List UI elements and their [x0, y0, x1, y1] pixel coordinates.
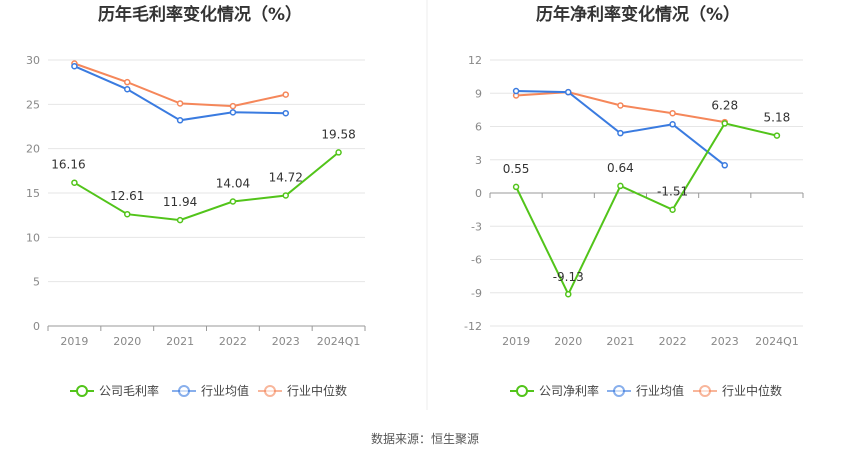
- legend-label: 行业均值: [201, 383, 249, 398]
- data-point: [512, 183, 520, 191]
- source-note: 数据来源：恒生聚源: [371, 431, 479, 446]
- data-point: [669, 206, 676, 213]
- x-tick-label: 2024Q1: [755, 335, 799, 348]
- data-label: 12.61: [110, 189, 144, 203]
- y-tick-label: -6: [471, 254, 482, 267]
- y-tick-label: 0: [475, 187, 482, 200]
- legend-marker: [613, 385, 625, 397]
- x-tick-label: 2023: [711, 335, 739, 348]
- y-tick-label: 6: [475, 121, 482, 134]
- legend-label: 公司净利率: [539, 383, 599, 398]
- legend-label: 公司毛利率: [99, 383, 159, 398]
- y-tick-label: -12: [464, 320, 482, 333]
- series-line: [74, 62, 287, 108]
- y-tick-label: 0: [33, 320, 40, 333]
- data-point: [176, 216, 184, 224]
- data-point: [335, 149, 342, 156]
- series-line: [73, 151, 340, 222]
- legend-marker: [178, 385, 190, 397]
- legend-label: 行业均值: [636, 383, 684, 398]
- data-point: [124, 86, 131, 93]
- y-tick-label: 9: [475, 87, 482, 100]
- y-tick-label: 5: [33, 276, 40, 289]
- legend-label: 行业中位数: [722, 383, 782, 398]
- data-label: 14.72: [269, 170, 303, 184]
- series-line: [516, 90, 726, 167]
- data-point: [229, 102, 237, 110]
- x-tick-label: 2019: [60, 335, 88, 348]
- data-point: [282, 192, 289, 199]
- x-tick-label: 2020: [554, 335, 582, 348]
- legend-marker: [516, 385, 528, 397]
- y-tick-label: -3: [471, 220, 482, 233]
- y-tick-label: 12: [468, 54, 482, 67]
- data-label: 0.64: [607, 161, 634, 175]
- chart-title: 历年净利率变化情况（%）: [536, 4, 740, 25]
- series-line: [515, 122, 778, 297]
- data-label: 11.94: [163, 195, 197, 209]
- net-margin-chart: 历年净利率变化情况（%） -12 -9 -6 -3 0 3 6 9 12 2019 2020 2021 2…: [464, 4, 804, 398]
- data-label: 6.28: [711, 98, 738, 112]
- x-tick-label: 2022: [219, 335, 247, 348]
- chart-title: 历年毛利率变化情况（%）: [98, 4, 302, 25]
- x-tick-label: 2021: [606, 335, 634, 348]
- data-point: [721, 120, 728, 127]
- data-point: [229, 198, 237, 205]
- x-tick-label: 2022: [659, 335, 687, 348]
- data-point: [282, 91, 289, 98]
- data-label: 14.04: [216, 177, 250, 191]
- data-point: [229, 109, 237, 116]
- data-point: [71, 62, 78, 70]
- legend-marker: [264, 385, 276, 397]
- data-label: 16.16: [51, 158, 85, 172]
- legend-label: 行业中位数: [287, 383, 347, 398]
- data-point: [176, 117, 184, 124]
- data-point: [512, 87, 520, 95]
- data-label: -1.51: [657, 185, 688, 199]
- x-tick-label: 2024Q1: [317, 335, 361, 348]
- data-point: [282, 109, 289, 117]
- data-point: [617, 102, 624, 109]
- y-tick-label: 10: [26, 231, 40, 244]
- data-label: 19.58: [321, 127, 355, 141]
- data-point: [617, 129, 624, 137]
- data-label: 0.55: [503, 162, 530, 176]
- data-label: 5.18: [764, 111, 791, 125]
- data-point: [176, 100, 184, 107]
- data-point: [669, 109, 676, 117]
- data-point: [124, 78, 131, 86]
- y-tick-label: 3: [475, 154, 482, 167]
- data-point: [565, 290, 572, 298]
- data-point: [71, 179, 78, 186]
- y-tick-label: -9: [471, 287, 482, 300]
- data-point: [617, 182, 624, 190]
- y-tick-label: 30: [26, 54, 40, 67]
- x-tick-label: 2023: [272, 335, 300, 348]
- data-point: [124, 210, 131, 218]
- y-tick-label: 20: [26, 143, 40, 156]
- data-point: [721, 162, 728, 169]
- y-tick-label: 25: [26, 98, 40, 111]
- data-point: [669, 121, 676, 128]
- x-tick-label: 2021: [166, 335, 194, 348]
- gross-margin-chart: 历年毛利率变化情况（%） 0 5 10 15 20 25 30 2019 2020 2021 2022…: [26, 4, 366, 398]
- data-point: [565, 88, 572, 96]
- x-tick-label: 2019: [502, 335, 530, 348]
- legend-marker: [699, 385, 711, 397]
- data-point: [773, 132, 781, 139]
- x-tick-label: 2020: [113, 335, 141, 348]
- y-tick-label: 15: [26, 187, 40, 200]
- legend-marker: [76, 385, 88, 397]
- data-label: -9.13: [553, 270, 584, 284]
